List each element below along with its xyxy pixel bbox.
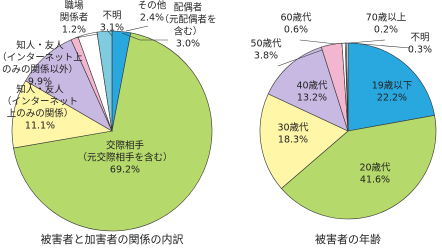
slice-label: 配偶者 (174, 2, 203, 14)
value-label: 9.9% (28, 77, 52, 88)
pie-slice (259, 93, 349, 189)
value-label: 2.4% (140, 13, 164, 24)
slice-label: のみの関係以外） (2, 64, 78, 76)
slice-label: （インターネット (2, 96, 78, 108)
chart-title: 被害者と加害者の関係の内訳 (41, 232, 184, 246)
pie-slice (96, 30, 113, 132)
slice-label: （元交際相手を含む） (77, 152, 172, 164)
value-label: 0.6% (284, 25, 308, 36)
slice-label: 交際相手 (106, 140, 145, 152)
value-label: 3.1% (100, 23, 124, 34)
slice-label: 60歳代 (280, 12, 312, 24)
slice-label: 40歳代 (296, 80, 328, 92)
pie-slice (346, 42, 349, 132)
value-label: 0.2% (374, 25, 398, 36)
slice-label: 70歳以上 (366, 12, 407, 24)
slice-label: その他 (138, 0, 167, 12)
leaders (74, 25, 411, 67)
value-label: 13.2% (297, 93, 327, 104)
slice-label: 不明 (102, 11, 121, 22)
value-label: 18.3% (278, 135, 308, 146)
pie-slice (11, 80, 113, 149)
slice-label: 19歳以下 (372, 80, 413, 92)
slice-label: 30歳代 (277, 122, 309, 134)
value-label: 69.2% (110, 165, 140, 176)
chart-title: 被害者の年齢 (315, 232, 381, 246)
slice-label: （インターネット上 (0, 52, 83, 64)
value-label: 11.1% (25, 121, 55, 132)
slice-label: 職場 (64, 0, 84, 12)
slice-label: 知人・友人 (16, 84, 64, 96)
slice-label: （元配偶者を (159, 14, 216, 26)
value-label: 3.8% (254, 51, 278, 62)
value-label: 0.3% (408, 45, 432, 56)
pie-slice (280, 115, 437, 220)
slice-label: 上のみの関係） (7, 108, 74, 120)
value-label: 22.2% (377, 93, 407, 104)
slice-label: 20歳代 (359, 162, 391, 174)
value-label: 1.2% (62, 25, 86, 36)
slice-label: 関係者 (60, 13, 89, 24)
pie (11, 30, 213, 232)
slice-label: 不明 (410, 33, 429, 44)
value-label: 3.0% (176, 39, 200, 50)
slice-label: 50歳代 (250, 38, 282, 50)
slice-label: 含む） (174, 26, 203, 38)
pie-slice (13, 32, 213, 232)
slice-label: 知人・友人 (16, 40, 64, 52)
pie (259, 42, 437, 220)
value-label: 41.6% (360, 175, 390, 186)
pie-slice (267, 46, 349, 132)
